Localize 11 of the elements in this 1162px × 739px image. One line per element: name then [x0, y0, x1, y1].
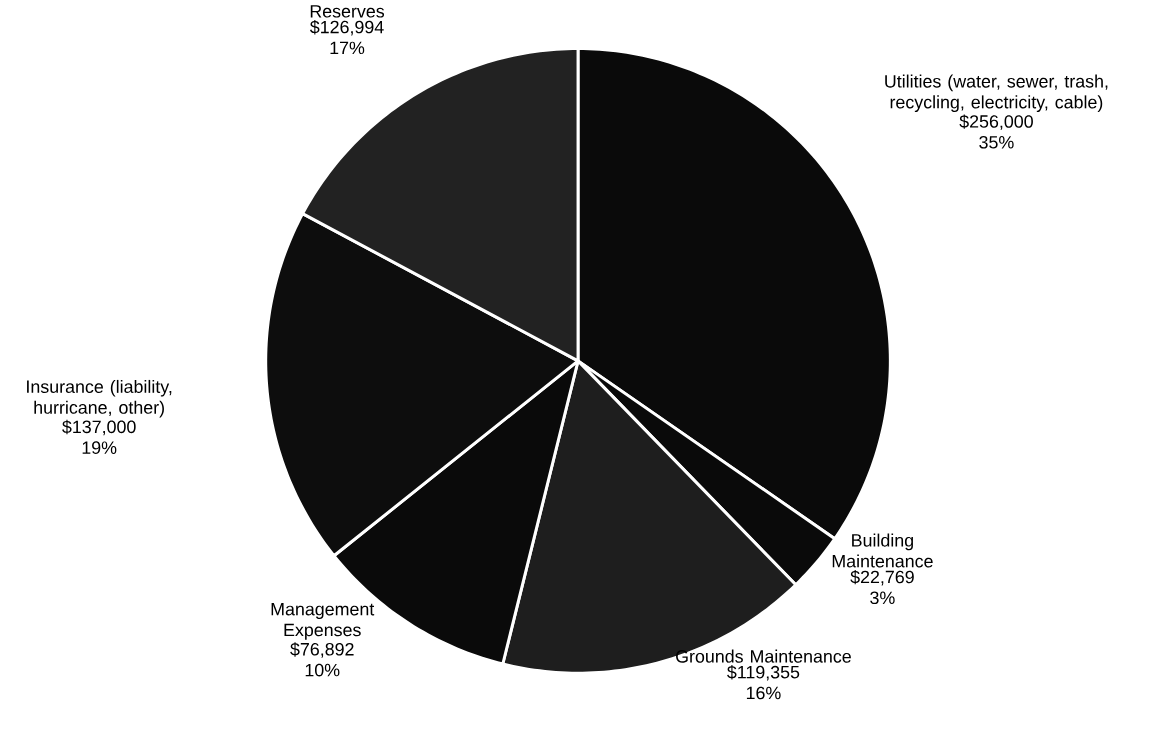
- data-label: $119,355 16%: [727, 665, 800, 700]
- data-label: $76,892 10%: [290, 642, 354, 677]
- data-label: $137,000 19%: [62, 419, 136, 455]
- data-label: $126,994 17%: [309, 20, 384, 55]
- slice-label: Building Maintenance: [832, 533, 933, 568]
- data-label: $256,000 35%: [959, 114, 1033, 149]
- slice-label: Utilities (water, sewer, trash, recycling, electricity, cable): [885, 74, 1108, 113]
- slice-label: Management Expenses: [271, 603, 375, 640]
- data-label: $22,769 3%: [850, 570, 914, 605]
- slice-label: Insurance (liability, hurricane, other): [27, 380, 172, 418]
- slice-label: Reserves: [310, 5, 385, 18]
